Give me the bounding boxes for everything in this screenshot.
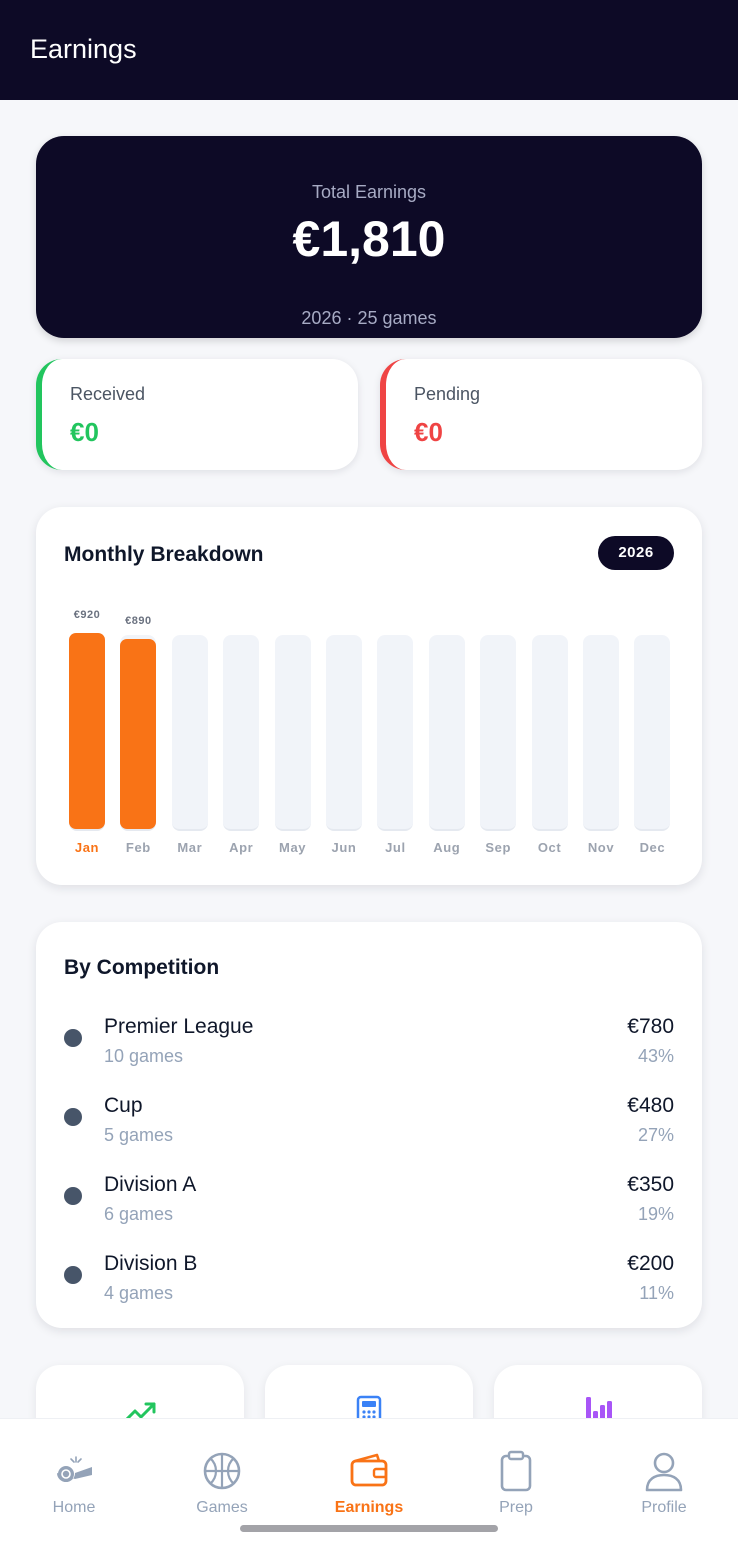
total-earnings-card: Total Earnings €1,810 2026 · 25 games <box>36 136 702 338</box>
by-competition-title: By Competition <box>64 956 220 979</box>
bottom-navigation: Home Games Earnings Prep Profile <box>0 1418 738 1541</box>
competition-row[interactable]: Division B 4 games €200 11% <box>36 1243 702 1303</box>
nav-item-profile[interactable]: Profile <box>590 1419 738 1529</box>
calculator-card[interactable] <box>265 1365 473 1418</box>
bar-track <box>69 633 105 831</box>
nav-item-prep[interactable]: Prep <box>442 1419 590 1529</box>
pending-card[interactable]: Pending €0 <box>380 359 702 470</box>
trends-card[interactable] <box>36 1365 244 1418</box>
bar-track <box>326 635 362 831</box>
home-indicator <box>240 1525 498 1532</box>
competition-amount: €350 <box>627 1173 674 1196</box>
summary-year: 2026 <box>301 308 342 328</box>
competition-percent: 11% <box>639 1283 674 1303</box>
competition-percent: 19% <box>637 1204 674 1224</box>
trending-up-icon <box>125 1402 156 1418</box>
nav-label: Home <box>52 1499 96 1516</box>
calculator-icon <box>356 1395 382 1418</box>
nav-label: Games <box>196 1499 248 1516</box>
competition-dot <box>64 1266 82 1284</box>
competition-row[interactable]: Division A 6 games €350 19% <box>36 1164 702 1224</box>
bar-value-label: €920 <box>73 609 101 621</box>
whistle-icon <box>57 1456 92 1482</box>
nav-label: Prep <box>499 1499 533 1516</box>
month-label: Aug <box>433 840 461 855</box>
bar-chart-icon <box>586 1397 612 1418</box>
competition-dot <box>64 1187 82 1205</box>
pending-label: Pending <box>414 384 481 404</box>
received-value: €0 <box>70 417 99 447</box>
month-label: Mar <box>177 840 203 855</box>
month-label: May <box>279 840 307 855</box>
clipboard-icon <box>500 1450 532 1492</box>
competition-amount: €780 <box>627 1015 674 1038</box>
monthly-breakdown-card: Monthly Breakdown 2026 €920 Jan €890 Feb Mar… <box>36 507 702 885</box>
competition-games: 4 games <box>104 1283 174 1303</box>
page-title: Earnings <box>30 34 137 64</box>
pending-value: €0 <box>414 417 443 447</box>
month-label: Dec <box>639 840 666 855</box>
month-label: Nov <box>587 840 615 855</box>
nav-item-games[interactable]: Games <box>148 1419 296 1529</box>
bar-track <box>531 635 568 831</box>
statistics-card[interactable] <box>494 1365 702 1418</box>
basketball-icon <box>203 1452 241 1490</box>
competition-name: Cup <box>104 1094 143 1117</box>
total-earnings-label: Total Earnings <box>311 182 427 202</box>
month-label: Jun <box>331 840 357 855</box>
bar-feb[interactable] <box>120 639 157 829</box>
competition-games: 6 games <box>104 1204 174 1224</box>
bar-track <box>583 635 619 831</box>
competition-games: 10 games <box>104 1046 184 1066</box>
bar-track <box>480 635 517 831</box>
main-content[interactable]: Total Earnings €1,810 2026 · 25 games Re… <box>0 100 738 1418</box>
bar-track <box>120 635 157 831</box>
month-label: Apr <box>229 840 254 855</box>
month-label: Jan <box>74 840 100 855</box>
bar-jan[interactable] <box>69 633 105 829</box>
summary-separator: · <box>346 308 353 328</box>
nav-item-home[interactable]: Home <box>0 1419 148 1529</box>
month-label: Sep <box>485 840 512 855</box>
bar-track <box>223 635 260 831</box>
monthly-breakdown-title: Monthly Breakdown <box>64 543 264 566</box>
competition-row[interactable]: Cup 5 games €480 27% <box>36 1085 702 1145</box>
month-label: Oct <box>537 840 562 855</box>
bar-track <box>171 635 208 831</box>
bar-track <box>634 635 671 831</box>
competition-amount: €480 <box>627 1094 674 1117</box>
year-selector-badge[interactable]: 2026 <box>598 536 674 570</box>
bar-value-label: €890 <box>125 615 152 627</box>
bar-track <box>274 635 311 831</box>
nav-item-earnings[interactable]: Earnings <box>295 1419 443 1529</box>
total-earnings-amount: €1,810 <box>292 211 446 267</box>
month-label: Feb <box>125 840 151 855</box>
competition-name: Premier League <box>104 1015 254 1038</box>
competition-amount: €200 <box>627 1252 674 1275</box>
competition-name: Division B <box>104 1252 198 1275</box>
app-header: Earnings <box>0 0 738 100</box>
received-card[interactable]: Received €0 <box>36 359 358 470</box>
month-label: Jul <box>385 840 406 855</box>
competition-name: Division A <box>104 1173 197 1196</box>
competition-percent: 27% <box>637 1125 674 1145</box>
competition-dot <box>64 1108 82 1126</box>
user-icon <box>645 1452 683 1492</box>
summary-games: 25 games <box>357 308 437 328</box>
competition-row[interactable]: Premier League 10 games €780 43% <box>36 1006 702 1066</box>
total-earnings-subtitle: 2026 · 25 games <box>36 308 702 329</box>
wallet-icon <box>350 1453 388 1487</box>
competition-percent: 43% <box>637 1046 674 1066</box>
by-competition-card: By Competition Premier League 10 games €… <box>36 922 702 1328</box>
received-label: Received <box>70 384 146 404</box>
nav-label: Profile <box>641 1499 687 1516</box>
competition-dot <box>64 1029 82 1047</box>
competition-games: 5 games <box>104 1125 174 1145</box>
bar-track <box>428 635 465 831</box>
nav-label: Earnings <box>334 1499 404 1516</box>
bar-track <box>377 635 414 831</box>
